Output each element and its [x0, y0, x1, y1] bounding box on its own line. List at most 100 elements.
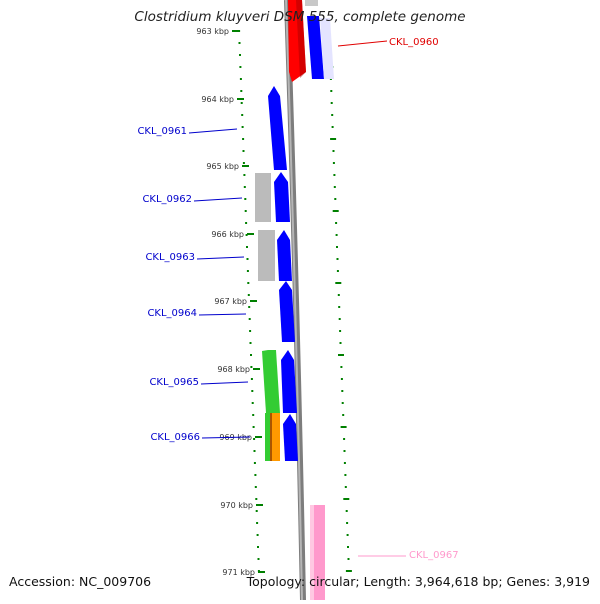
feature-gray-ckl-0962[interactable]	[255, 173, 271, 222]
gene-label-ckl-0964[interactable]: CKL_0964	[147, 308, 197, 319]
ruler-dot-right	[346, 534, 349, 536]
ruler-dot-left	[246, 270, 249, 272]
ruler-dot-left	[245, 234, 248, 236]
ruler-dot-right	[337, 294, 340, 296]
ruler-dot-left	[250, 378, 253, 380]
gene-label-ckl-0960[interactable]: CKL_0960	[389, 37, 439, 48]
feature-gray-top[interactable]	[305, 0, 318, 6]
ruler-dot-left	[247, 294, 250, 296]
gene-arrow-ckl-0963[interactable]	[277, 230, 292, 281]
feature-green-ckl-0966[interactable]	[265, 413, 272, 461]
ruler-dot-left	[246, 258, 249, 260]
ruler-dot-right	[340, 426, 347, 428]
feature-orange-ckl-0966[interactable]	[272, 413, 280, 461]
ruler-dot-right	[330, 102, 333, 104]
gene-arrow-ckl-0965[interactable]	[281, 350, 297, 413]
gene-label-ckl-0965[interactable]: CKL_0965	[149, 377, 199, 388]
ruler-dot-right	[343, 498, 350, 500]
ruler-dot-right	[345, 510, 348, 512]
ruler-dot-right	[343, 438, 346, 440]
ruler-tick-label: 965 kbp	[206, 162, 239, 171]
ruler-dot-left	[255, 510, 258, 512]
gene-label-ckl-0961[interactable]: CKL_0961	[137, 126, 187, 137]
ruler-dot-right	[335, 234, 338, 236]
ruler-tick-label: 971 kbp	[222, 568, 255, 577]
ruler-dot-left	[256, 522, 259, 524]
gene-arrow-ckl-0961[interactable]	[268, 86, 287, 170]
ruler-tick-label: 968 kbp	[217, 365, 250, 374]
ruler-tick	[232, 30, 239, 32]
ruler-dot-right	[343, 450, 346, 452]
ruler-dot-right	[331, 126, 334, 128]
ruler-dot-left	[243, 174, 246, 176]
ruler-dot-right	[334, 198, 337, 200]
gene-arrow-ckl-0962[interactable]	[274, 172, 290, 222]
gene-label-ckl-0962[interactable]: CKL_0962	[142, 194, 192, 205]
gene-arrow-ckl-0964[interactable]	[279, 281, 295, 342]
ruler-dot-left	[249, 342, 252, 344]
ruler-dot-left	[242, 162, 245, 164]
leader-line-ckl-0963	[196, 256, 245, 260]
ruler-dot-right	[335, 282, 342, 284]
ruler-dot-left	[238, 30, 241, 32]
ruler-dot-left	[239, 54, 241, 56]
ruler-dot-left	[239, 78, 242, 80]
ruler-tick-label: 970 kbp	[220, 501, 253, 510]
ruler-dot-right	[338, 354, 344, 356]
gene-arrow-blue-top[interactable]	[307, 16, 324, 79]
ruler-tick	[237, 98, 244, 100]
ruler-ticks: 963 kbp 964 kbp 965 kbp 966 kbp 967 kbp 968 k…	[196, 27, 265, 577]
feature-gray-ckl-0963[interactable]	[258, 230, 275, 281]
ruler-tick-label: 967 kbp	[214, 297, 247, 306]
features	[255, 0, 334, 600]
ruler-dot-right	[335, 222, 338, 224]
gene-labels: CKL_0960 CKL_0961 CKL_0962 CKL_0963 CKL_0964…	[137, 37, 458, 561]
ruler-dot-right	[340, 366, 343, 368]
gene-label-ckl-0966[interactable]: CKL_0966	[150, 432, 200, 443]
ruler-dot-right	[341, 402, 344, 404]
ruler-tick	[250, 300, 257, 302]
ruler-dot-right	[344, 474, 347, 476]
ruler-dot-left	[238, 42, 241, 44]
ruler-dot-left	[242, 150, 245, 152]
ruler-dot-left	[247, 282, 250, 284]
ruler-tick	[256, 504, 263, 506]
ruler-dot-left	[257, 546, 259, 548]
ruler-dot-right	[343, 462, 346, 464]
ruler-dot-left	[242, 138, 245, 140]
ruler-dot-right	[336, 246, 338, 248]
ruler-dot-left	[240, 102, 243, 104]
leader-line-ckl-0962	[193, 197, 243, 202]
ruler-dot-left	[252, 426, 255, 428]
ruler-dot-left	[256, 534, 259, 536]
ruler-dot-left	[254, 486, 257, 488]
ruler-dot-left	[250, 366, 253, 368]
ruler-dot-left	[251, 402, 254, 404]
summary-text: Topology: circular; Length: 3,964,618 bp…	[246, 574, 590, 589]
gene-label-ckl-0967[interactable]: CKL_0967	[409, 550, 459, 561]
ruler-dot-left	[239, 66, 242, 68]
ruler-tick	[258, 571, 265, 573]
ruler-dot-right	[339, 330, 342, 332]
gene-arrow-ckl-0966[interactable]	[283, 414, 298, 461]
gene-label-ckl-0963[interactable]: CKL_0963	[145, 252, 195, 263]
ruler-dot-left	[255, 498, 258, 500]
ruler-dot-right	[333, 174, 336, 176]
ruler-dot-right	[347, 546, 349, 548]
leader-line-ckl-0964	[198, 313, 247, 316]
ruler-dot-right	[336, 258, 339, 260]
ruler-dot-right	[333, 186, 336, 188]
ruler-tick-label: 966 kbp	[211, 230, 244, 239]
ruler-dot-left	[244, 198, 247, 200]
ruler-dot-right	[336, 270, 339, 272]
feature-green-ckl-0965[interactable]	[262, 350, 280, 413]
ruler-dot-right	[338, 318, 341, 320]
ruler-tick-label: 964 kbp	[201, 95, 234, 104]
ruler-dot-left	[244, 210, 247, 212]
gene-arrow-ckl-0960-shade	[296, 0, 306, 78]
ruler-dot-left	[257, 558, 260, 560]
ruler-dot-right	[345, 570, 352, 572]
ruler-dot-right	[332, 210, 339, 212]
